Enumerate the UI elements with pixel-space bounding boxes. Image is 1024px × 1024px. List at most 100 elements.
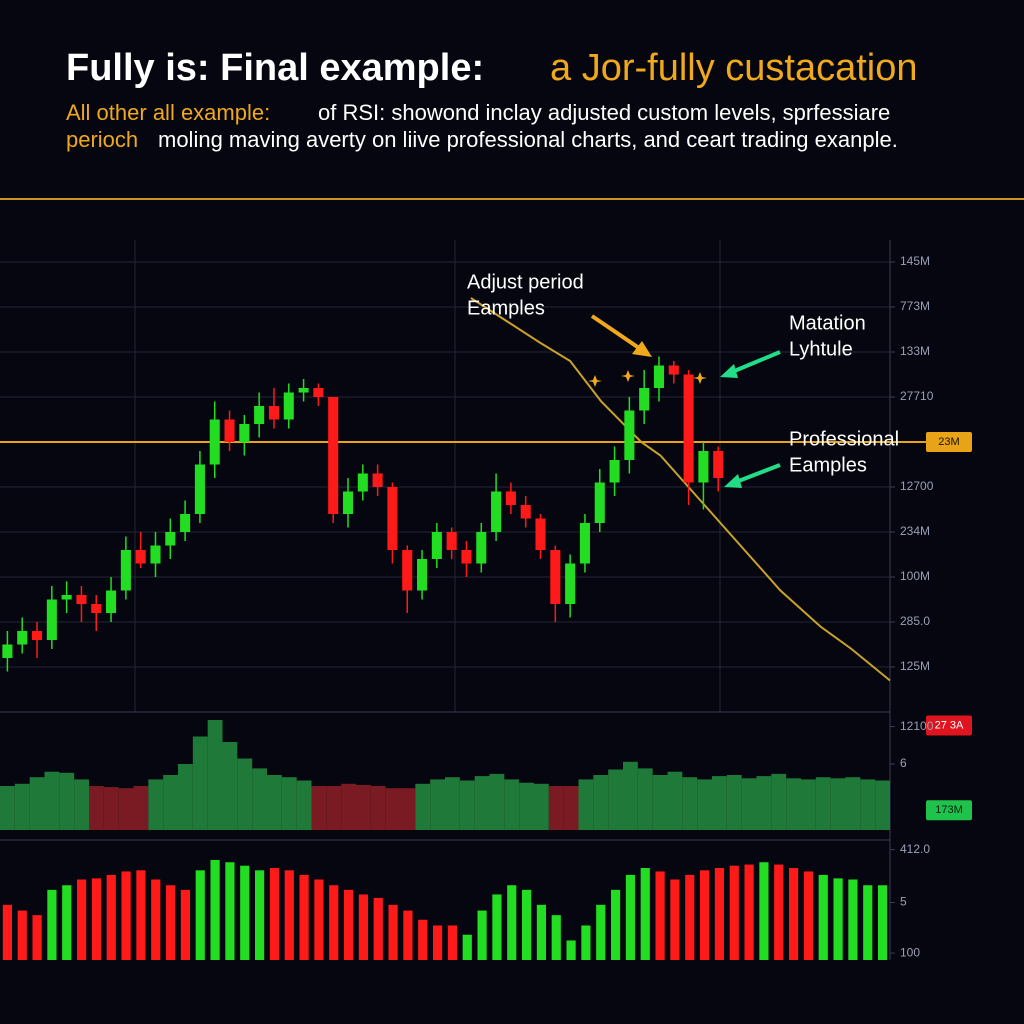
bar [492,894,502,960]
annotation: Lyhtule [789,338,853,360]
bar [596,904,606,960]
bar [2,904,13,960]
candle-body [372,473,383,487]
bar [803,871,814,960]
title-main: Fully is: Final example: [66,47,484,89]
candle-body [653,365,665,388]
bar [534,783,549,830]
bar [875,780,890,830]
arrow [590,314,644,352]
candle-body [550,550,561,604]
candle-body [594,482,605,523]
bar [815,777,831,830]
candle-body [150,545,161,564]
bar [625,874,636,960]
candle-body [283,392,294,420]
y-tick-label: 27710 [900,389,934,403]
bar [652,775,668,830]
bar [504,779,520,830]
bar [430,779,445,830]
bar [329,885,339,960]
bar [697,779,712,830]
bar [222,742,238,830]
bar [637,768,653,830]
bar [400,788,416,830]
arrow [731,350,781,374]
arrow-head [724,474,742,488]
bar [699,870,710,960]
bar [403,910,413,960]
bar [121,871,131,960]
arrows [588,314,781,488]
candle-body [431,532,442,559]
bar [356,784,371,830]
bar [106,874,116,960]
bar [148,779,164,830]
bar [459,780,475,830]
bar [566,940,576,960]
candle-body [106,590,117,613]
bar [507,885,517,960]
bar [0,786,15,830]
candle-body [683,374,694,483]
bar [370,786,386,830]
bar [91,878,102,960]
candle-body [254,406,265,424]
candle-body [357,473,368,492]
bar [682,777,698,830]
subtitle: of RSI: showond inclay adjusted custom l… [318,100,890,125]
title-accent: a Jor-fully custacation [550,47,918,89]
bar [477,910,487,960]
candle-body [520,505,531,519]
bar [14,783,30,830]
bar [192,736,208,830]
y-tick-label: 125M [900,659,930,673]
bar [788,868,799,960]
candle-body [194,464,205,514]
candle-body [180,514,191,532]
bar [845,777,861,830]
bar [593,775,609,830]
bar [254,870,265,960]
bar [311,786,327,830]
marker [693,372,707,384]
bar [551,915,561,960]
bar [848,879,858,960]
candle-body [61,595,72,600]
bar [578,779,594,830]
price-badge [926,800,972,821]
bar [237,758,253,830]
bar [74,779,89,830]
bar [296,780,312,830]
candle-body [565,563,576,604]
bar [341,783,356,830]
bar [774,864,784,960]
candle-body [461,550,472,564]
bar [385,788,401,830]
bar [685,874,695,960]
arrow-head [632,341,652,357]
bar [59,772,75,830]
candle-body [713,451,724,478]
bar [17,910,27,960]
bar [655,871,665,960]
candle-body [476,532,487,564]
bar [860,779,876,830]
bar [714,868,725,960]
y-tick-label: 133M [900,344,930,358]
bar [670,879,680,960]
marker [588,375,602,387]
bar [447,925,458,960]
candle-body [505,491,516,505]
bar [252,768,267,830]
moving-average [470,297,891,682]
bar [462,934,472,960]
candle-body [91,604,102,613]
annotation: Adjust period [467,271,584,293]
bar [521,889,532,960]
y-tick-label: 285.0 [900,614,930,628]
candle-body [609,460,620,483]
bar [445,777,460,830]
